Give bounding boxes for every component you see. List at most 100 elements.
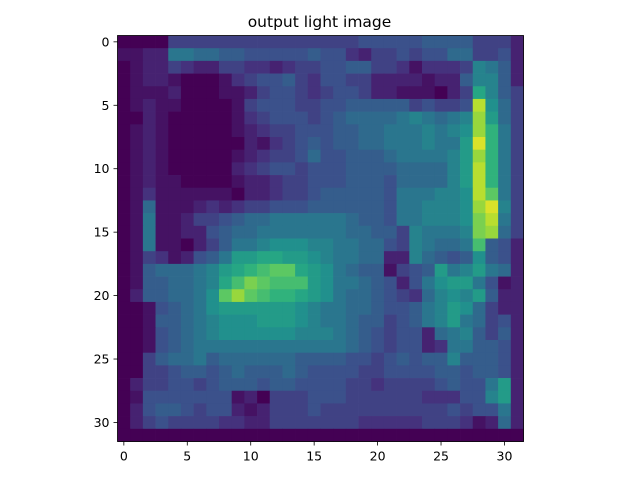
heatmap-cell [422, 352, 436, 366]
heatmap-cell [409, 213, 423, 227]
heatmap-cell [460, 225, 474, 239]
heatmap-cell [219, 428, 233, 442]
heatmap-cell [472, 187, 486, 201]
heatmap-cell [472, 162, 486, 176]
heatmap-cell [333, 301, 347, 315]
heatmap-cell [345, 352, 359, 366]
heatmap-cell [117, 225, 131, 239]
heatmap-cell [206, 98, 220, 112]
heatmap-cell [269, 390, 283, 404]
heatmap-cell [257, 378, 271, 392]
heatmap-cell [193, 365, 207, 379]
heatmap-cell [383, 48, 397, 62]
heatmap-cell [422, 48, 436, 62]
heatmap-cell [320, 301, 334, 315]
heatmap-cell [510, 149, 524, 163]
heatmap-cell [371, 276, 385, 290]
heatmap-cell [257, 301, 271, 315]
heatmap-cell [434, 428, 448, 442]
heatmap-cell [180, 213, 194, 227]
heatmap-cell [282, 340, 296, 354]
heatmap-cell [485, 213, 499, 227]
heatmap-cell [282, 86, 296, 100]
heatmap-cell [422, 225, 436, 239]
heatmap-cell [244, 187, 258, 201]
heatmap-cell [472, 200, 486, 214]
heatmap-cell [257, 162, 271, 176]
heatmap-cell [333, 73, 347, 87]
heatmap-cell [219, 314, 233, 328]
heatmap-cell [130, 365, 144, 379]
heatmap-cell [383, 301, 397, 315]
heatmap-cell [498, 111, 512, 125]
heatmap-cell [383, 187, 397, 201]
heatmap-cell [409, 225, 423, 239]
heatmap-cell [168, 238, 182, 252]
heatmap-cell [295, 137, 309, 151]
heatmap-cell [130, 35, 144, 49]
heatmap-cell [219, 352, 233, 366]
heatmap-cell [498, 352, 512, 366]
heatmap-cell [396, 60, 410, 74]
heatmap-cell [193, 263, 207, 277]
heatmap-cell [295, 365, 309, 379]
heatmap-cell [333, 289, 347, 303]
heatmap-cell [472, 251, 486, 265]
heatmap-cell [193, 390, 207, 404]
heatmap-cell [206, 340, 220, 354]
heatmap-cell [168, 124, 182, 138]
heatmap-cell [485, 111, 499, 125]
heatmap-cell [510, 98, 524, 112]
heatmap-cell [510, 238, 524, 252]
heatmap-cell [155, 35, 169, 49]
heatmap-cell [219, 162, 233, 176]
heatmap-cell [383, 289, 397, 303]
heatmap-cell [193, 352, 207, 366]
heatmap-cell [472, 301, 486, 315]
heatmap-cell [358, 175, 372, 189]
heatmap-cell [142, 98, 156, 112]
heatmap-cell [282, 327, 296, 341]
heatmap-cell [498, 428, 512, 442]
heatmap-cell [282, 124, 296, 138]
heatmap-cell [282, 187, 296, 201]
heatmap-cell [206, 238, 220, 252]
heatmap-cell [130, 60, 144, 74]
heatmap-cell [510, 263, 524, 277]
heatmap-cell [257, 98, 271, 112]
heatmap-cell [307, 428, 321, 442]
heatmap-cell [142, 416, 156, 430]
heatmap-cell [307, 378, 321, 392]
heatmap-cell [180, 48, 194, 62]
heatmap-cell [485, 340, 499, 354]
heatmap-cell [510, 124, 524, 138]
heatmap-cell [231, 124, 245, 138]
heatmap-cell [447, 225, 461, 239]
heatmap-cell [282, 175, 296, 189]
heatmap-cell [333, 225, 347, 239]
heatmap-cell [193, 149, 207, 163]
heatmap-cell [460, 73, 474, 87]
heatmap-cell [257, 149, 271, 163]
heatmap-cell [485, 48, 499, 62]
heatmap-cell [295, 428, 309, 442]
heatmap-cell [117, 276, 131, 290]
heatmap-cell [498, 124, 512, 138]
y-axis: 0 5 10 15 20 25 30 [94, 34, 118, 430]
heatmap-cell [371, 378, 385, 392]
heatmap-cell [307, 187, 321, 201]
heatmap-cell [206, 137, 220, 151]
heatmap-cell [168, 314, 182, 328]
heatmap-cell [345, 111, 359, 125]
heatmap-cell [206, 390, 220, 404]
heatmap-cell [168, 187, 182, 201]
heatmap-cell [168, 301, 182, 315]
heatmap-cell [130, 111, 144, 125]
heatmap-cell [371, 111, 385, 125]
heatmap-cell [180, 390, 194, 404]
heatmap-cell [320, 314, 334, 328]
heatmap-cell [345, 289, 359, 303]
heatmap-cell [130, 251, 144, 265]
heatmap-cell [117, 111, 131, 125]
heatmap-cell [447, 416, 461, 430]
